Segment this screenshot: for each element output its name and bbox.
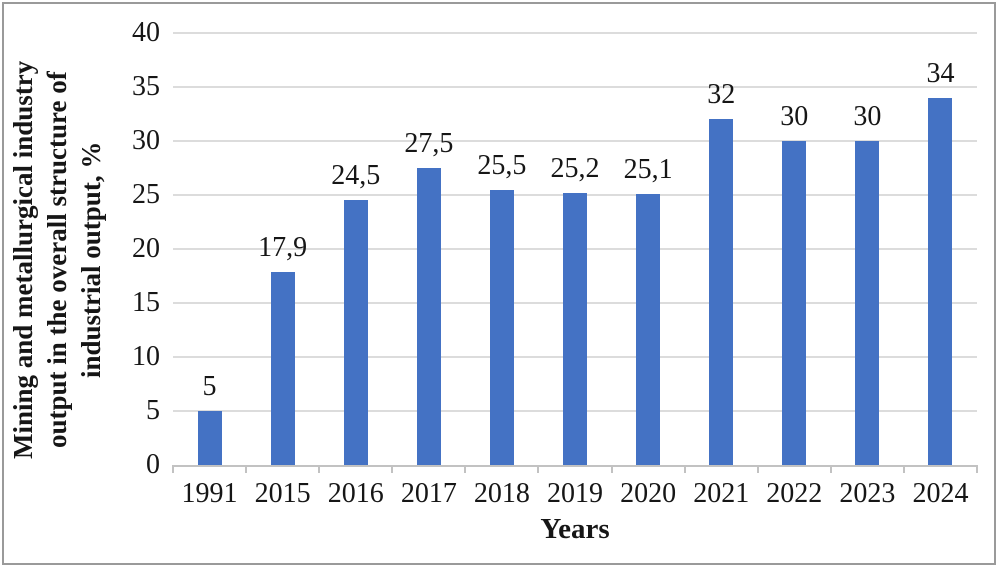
y-tick-label: 40	[132, 17, 160, 48]
x-tick-label: 2018	[473, 478, 530, 509]
y-tick-label: 5	[146, 395, 160, 426]
y-tick-label: 35	[132, 71, 160, 102]
y-tick-label: 20	[132, 233, 160, 264]
axis-tick-mark	[902, 465, 905, 473]
bar	[855, 141, 880, 465]
x-axis-title: Years	[540, 513, 610, 545]
x-tick-label: 2019	[547, 478, 604, 509]
bar	[928, 97, 953, 465]
bar-slot: 25,1	[612, 33, 685, 465]
bar-slot: 5	[173, 33, 246, 465]
bar-slot: 34	[904, 33, 977, 465]
data-label: 32	[707, 79, 736, 111]
x-tick-label: 2023	[839, 478, 896, 509]
bar-slot: 25,5	[465, 33, 538, 465]
x-tick-label: 2021	[693, 478, 750, 509]
gridline	[173, 32, 977, 34]
gridline	[173, 140, 977, 142]
axis-tick-mark	[610, 465, 613, 473]
bar	[416, 168, 441, 465]
bar-slot: 30	[831, 33, 904, 465]
axis-tick-mark	[245, 465, 248, 473]
axis-tick-mark	[683, 465, 686, 473]
bar-slot: 32	[685, 33, 758, 465]
x-tick-label: 2022	[766, 478, 823, 509]
y-tick-label: 0	[146, 449, 160, 480]
bar-slot: 25,2	[538, 33, 611, 465]
data-label: 5	[202, 371, 217, 402]
bar	[489, 189, 514, 465]
bar	[563, 192, 588, 465]
gridline	[173, 86, 977, 88]
axis-tick-mark	[829, 465, 832, 473]
bar	[636, 193, 661, 465]
x-tick-label: 2020	[620, 478, 677, 509]
x-tick-label: 2017	[400, 478, 457, 509]
bar-slot: 17,9	[246, 33, 319, 465]
bar	[782, 141, 807, 465]
axis-tick-mark	[172, 465, 174, 473]
bar-slot: 27,5	[392, 33, 465, 465]
data-label: 25,2	[550, 152, 600, 184]
axis-tick-mark	[976, 465, 978, 473]
axis-tick-mark	[756, 465, 759, 473]
y-axis-tick-labels: 0 5 10 15 20 25 30 35 40	[0, 0, 160, 567]
bar	[197, 411, 222, 465]
data-label: 27,5	[404, 128, 454, 159]
bar	[270, 271, 295, 465]
x-tick-label: 1991	[181, 478, 238, 509]
axis-tick-mark	[318, 465, 321, 473]
bar-slot: 24,5	[319, 33, 392, 465]
plot-area: 5 17,9 24,5 27,5 25,5 25,2 25,1 32 30 30 34	[173, 32, 977, 467]
x-tick-label: 2016	[327, 478, 384, 509]
y-tick-label: 25	[132, 179, 160, 210]
data-label: 17,9	[258, 231, 308, 263]
data-label: 24,5	[331, 160, 381, 192]
y-tick-label: 15	[132, 287, 160, 318]
axis-tick-mark	[537, 465, 540, 473]
y-tick-label: 30	[132, 125, 160, 156]
x-tick-label: 2015	[254, 478, 311, 509]
data-label: 30	[853, 101, 882, 132]
bar-series: 5 17,9 24,5 27,5 25,5 25,2 25,1 32 30 30 34	[173, 33, 977, 465]
axis-tick-mark	[391, 465, 394, 473]
bar	[343, 200, 368, 465]
x-tick-label: 2024	[912, 478, 969, 509]
bar	[709, 119, 734, 465]
axis-tick-mark	[464, 465, 467, 473]
data-label: 34	[926, 57, 955, 89]
data-label: 25,1	[623, 153, 673, 185]
data-label: 30	[780, 101, 809, 132]
data-label: 25,5	[477, 149, 527, 181]
bar-slot: 30	[758, 33, 831, 465]
x-axis-tick-labels: 1991 2015 2016 2017 2018 2019 2020 2021 2022 2023…	[173, 472, 977, 516]
y-tick-label: 10	[132, 341, 160, 372]
